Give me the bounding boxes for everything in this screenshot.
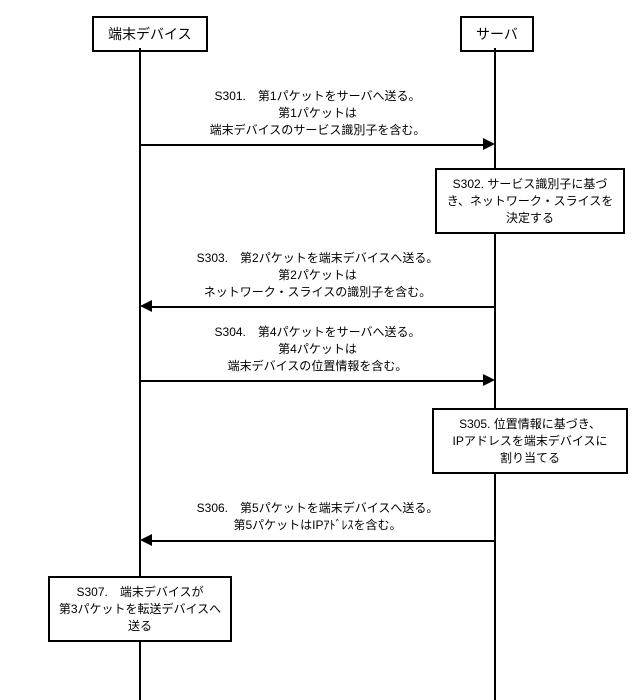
note-s302: S302. サービス識別子に基づ き、ネットワーク・スライスを 決定する [435, 168, 625, 234]
note-s302-text: S302. サービス識別子に基づ き、ネットワーク・スライスを 決定する [447, 177, 614, 225]
msg-s303-arrow [152, 306, 494, 308]
msg-s304-arrow [141, 380, 483, 382]
msg-s301-arrow [141, 144, 483, 146]
participant-server-label: サーバ [476, 26, 518, 42]
participant-terminal-label: 端末デバイス [108, 26, 192, 42]
note-s305: S305. 位置情報に基づき、 IPアドレスを端末デバイスに 割り当てる [432, 408, 628, 474]
msg-s303-arrowhead [140, 300, 152, 312]
msg-s304-arrowhead [483, 374, 495, 386]
participant-terminal-device: 端末デバイス [92, 16, 208, 52]
msg-s303-label: S303. 第2パケットを端末デバイスへ送る。 第2パケットは ネットワーク・ス… [150, 250, 485, 300]
note-s307: S307. 端末デバイスが 第3パケットを転送デバイスへ 送る [48, 576, 232, 642]
note-s307-text: S307. 端末デバイスが 第3パケットを転送デバイスへ 送る [59, 585, 221, 633]
msg-s306-label: S306. 第5パケットを端末デバイスへ送る。 第5パケットはIPｱﾄﾞﾚｽを含… [150, 500, 485, 534]
msg-s304-label: S304. 第4パケットをサーバへ送る。 第4パケットは 端末デバイスの位置情報… [150, 324, 485, 374]
note-s305-text: S305. 位置情報に基づき、 IPアドレスを端末デバイスに 割り当てる [453, 417, 608, 465]
msg-s301-label: S301. 第1パケットをサーバへ送る。 第1パケットは 端末デバイスのサービス… [150, 88, 485, 138]
msg-s306-arrowhead [140, 534, 152, 546]
msg-s306-arrow [152, 540, 494, 542]
participant-server: サーバ [460, 16, 534, 52]
msg-s301-arrowhead [483, 138, 495, 150]
